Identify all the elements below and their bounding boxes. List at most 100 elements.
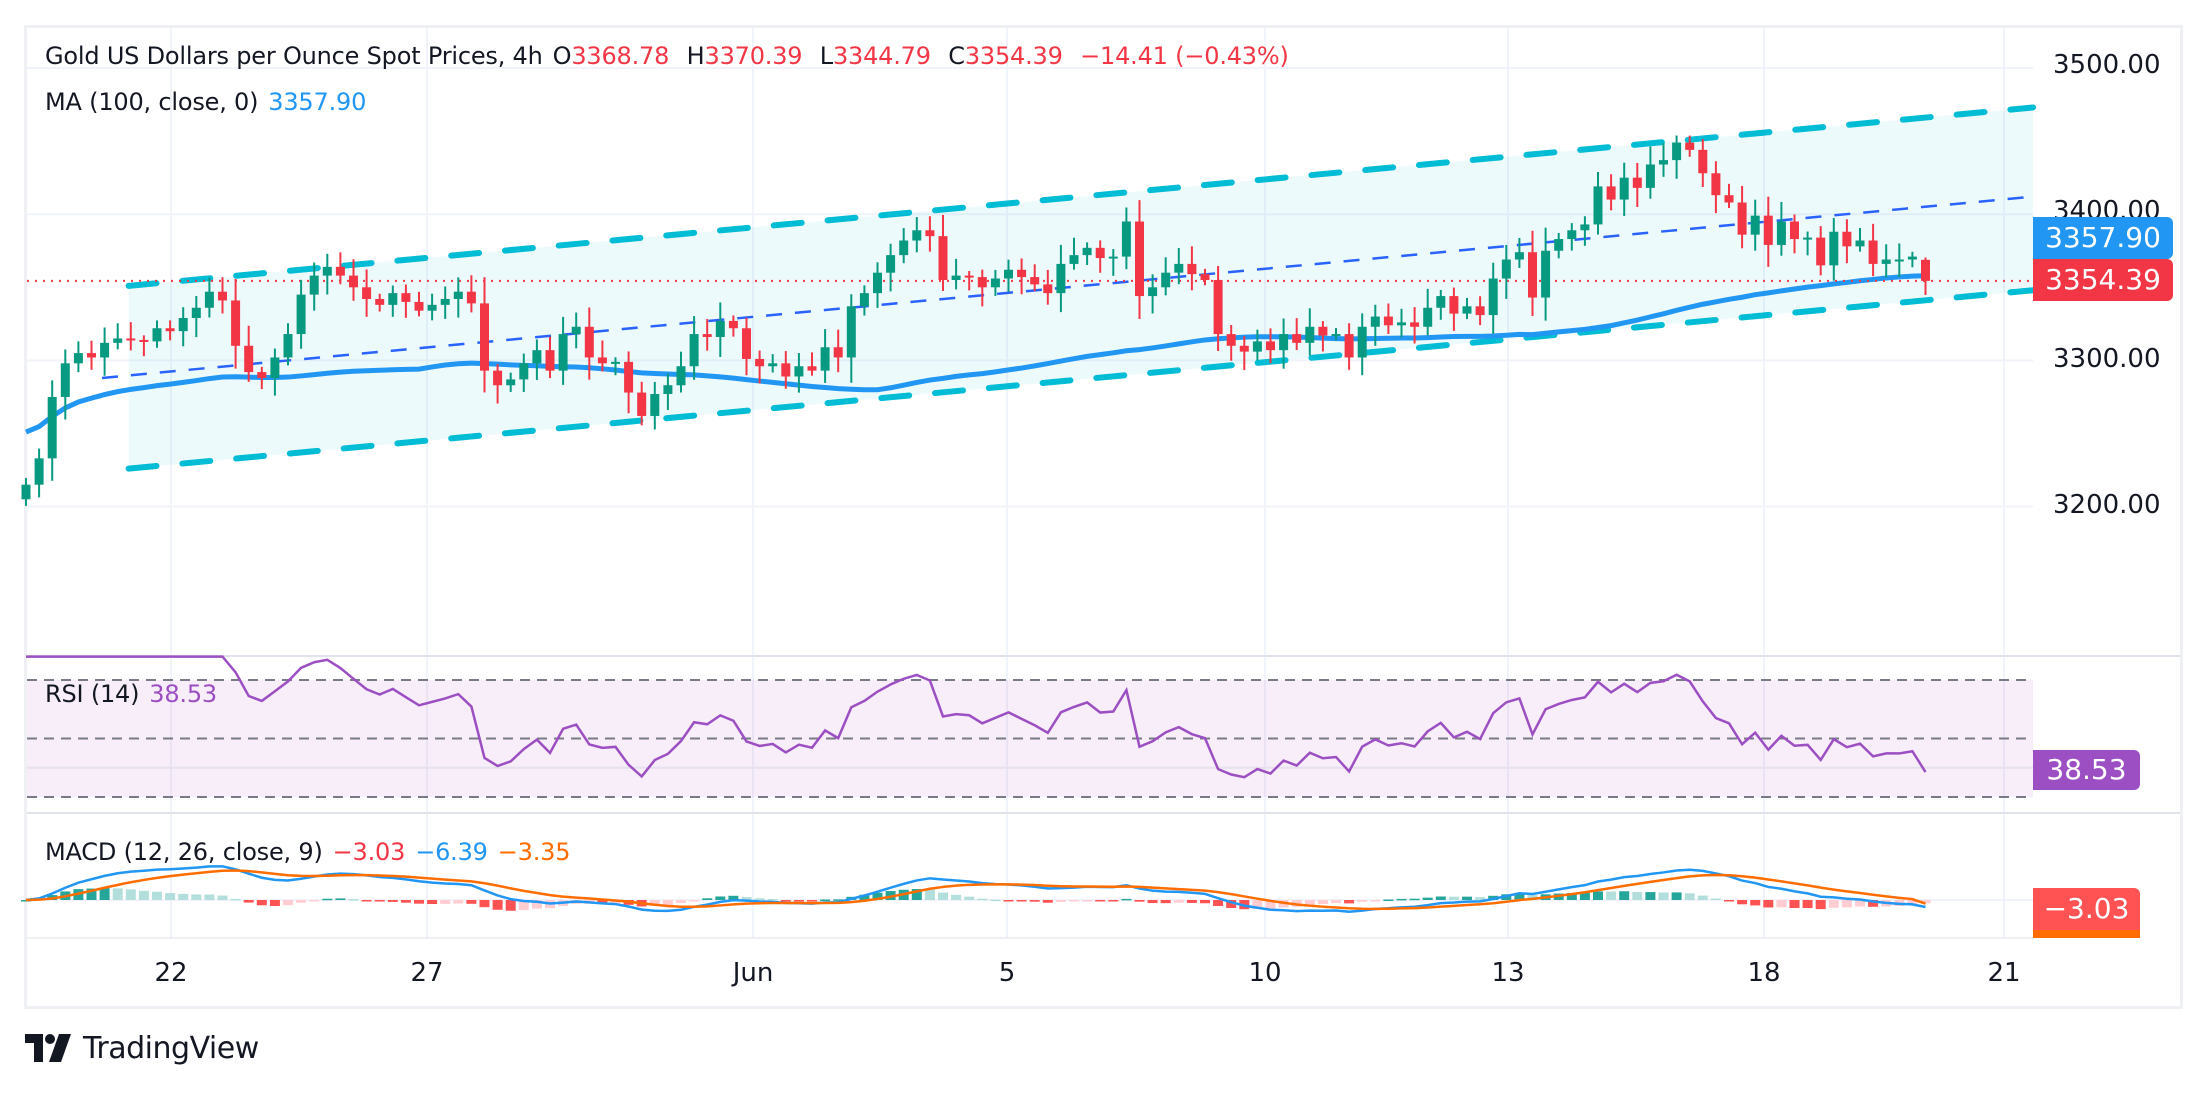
macd-legend: MACD (12, 26, close, 9) −3.03 −6.39 −3.35: [45, 838, 580, 866]
symbol-title: Gold US Dollars per Ounce Spot Prices, 4…: [45, 42, 543, 70]
candle-body: [244, 345, 254, 373]
candle-body: [349, 275, 358, 288]
candle-body: [519, 363, 529, 380]
candle-body: [1292, 334, 1302, 343]
macd-histogram-bar: [728, 895, 739, 900]
candle-body: [755, 358, 765, 367]
candle-body: [1279, 334, 1289, 351]
candle-body: [414, 301, 424, 311]
macd-histogram-bar: [1213, 900, 1224, 906]
tradingview-logo[interactable]: TradingView: [25, 1030, 259, 1066]
candle-body: [87, 353, 96, 358]
candle-body: [204, 291, 214, 308]
candle-body: [480, 303, 489, 371]
channel-upper-line: [125, 104, 2036, 289]
macd-histogram-bar: [1855, 900, 1865, 907]
macd-histogram-bar: [1737, 900, 1748, 905]
time-tick: 21: [1987, 958, 2021, 988]
candle-body: [951, 275, 961, 280]
candle-body: [1541, 250, 1551, 298]
macd-histogram-bar: [1802, 900, 1813, 909]
macd-histogram-bar: [1750, 900, 1761, 906]
macd-histogram-bar: [1042, 900, 1053, 903]
macd-histogram-bar: [1357, 900, 1368, 902]
candle-body: [702, 334, 712, 338]
candle-body: [1829, 231, 1839, 266]
candle-body: [1344, 334, 1354, 358]
ma-legend: MA (100, close, 0) 3357.90: [45, 88, 376, 116]
macd-histogram-bar: [178, 893, 189, 900]
macd-histogram-bar: [1684, 893, 1695, 900]
candle-body: [1239, 345, 1249, 352]
candle-body: [440, 298, 450, 305]
macd-histogram-bar: [230, 898, 241, 901]
candle-body: [571, 326, 581, 335]
macd-histogram-bar: [1841, 900, 1852, 908]
candle-body: [1776, 221, 1786, 245]
candle-body: [676, 366, 686, 386]
time-tick: 22: [154, 958, 188, 988]
candle-body: [1567, 230, 1577, 240]
macd-histogram-bar: [1645, 892, 1656, 900]
macd-histogram-bar: [1724, 900, 1734, 902]
candle-body: [1423, 307, 1433, 327]
candle-body: [1004, 269, 1013, 279]
macd-histogram-bar: [702, 898, 713, 900]
macd-histogram-bar: [1697, 895, 1708, 900]
time-tick: 18: [1747, 958, 1781, 988]
candle-body: [1449, 296, 1459, 314]
candle-body: [1685, 142, 1695, 150]
candle-body: [1200, 274, 1210, 280]
macd-histogram-bar: [1448, 896, 1459, 900]
candle-body: [650, 394, 660, 416]
candle-body: [1645, 164, 1655, 188]
macd-histogram-bar: [780, 900, 791, 902]
candle-body: [178, 318, 188, 332]
price-tick: 3500.00: [2053, 50, 2161, 80]
candle-body: [1711, 173, 1721, 196]
candle-body: [846, 306, 856, 358]
candle-body: [820, 347, 830, 371]
candle-body: [1383, 316, 1393, 326]
macd-histogram-bar: [1304, 900, 1315, 905]
macd-histogram-bar: [793, 900, 804, 902]
close-price-badge: 3354.39: [2033, 259, 2173, 301]
candle-body: [493, 370, 503, 386]
candle-body: [964, 275, 974, 278]
macd-histogram-bar: [1069, 900, 1079, 902]
candle-body: [73, 353, 83, 364]
tradingview-logo-icon: [25, 1034, 71, 1062]
macd-histogram-bar: [1370, 900, 1381, 902]
candle-body: [990, 278, 1000, 288]
candle-body: [1331, 334, 1341, 337]
ma100-line: [25, 273, 1926, 435]
candle-body: [873, 272, 882, 294]
candle-body: [453, 291, 463, 299]
brand-name: TradingView: [83, 1030, 259, 1066]
macd-signal-value: −3.35: [497, 838, 571, 866]
candle-body: [1593, 186, 1603, 225]
candle-body: [545, 350, 555, 371]
candle-body: [1462, 306, 1472, 314]
candle-body: [1816, 237, 1826, 266]
macd-histogram-bar: [924, 889, 935, 900]
candle-body: [912, 230, 922, 241]
macd-line-value: −6.39: [415, 838, 488, 866]
macd-histogram-bar: [217, 895, 228, 900]
macd-histogram-bar: [1147, 900, 1158, 904]
macd-histogram-bar: [269, 900, 280, 906]
candle-body: [558, 334, 568, 371]
macd-histogram-bar: [820, 899, 831, 902]
macd-histogram-bar: [1462, 896, 1472, 900]
candle-body: [1632, 177, 1642, 188]
macd-histogram-bar: [361, 900, 372, 902]
macd-histogram-bar: [1331, 900, 1341, 904]
ma-value: 3357.90: [268, 88, 367, 116]
macd-histogram-bar: [1828, 900, 1839, 908]
macd-histogram-bar: [296, 900, 307, 903]
candle-body: [1370, 316, 1380, 327]
macd-histogram-bar: [1409, 898, 1420, 901]
macd-signal-line: [25, 869, 1926, 911]
candle-body: [663, 385, 673, 395]
